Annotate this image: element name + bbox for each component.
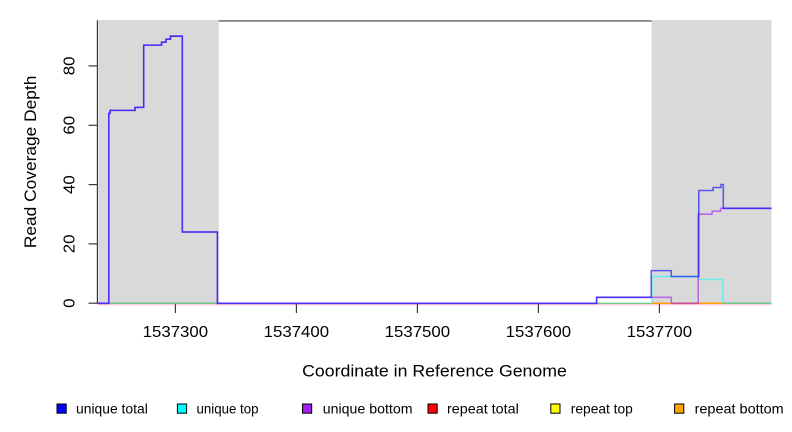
svg-text:20: 20 [62,234,79,253]
svg-text:unique bottom: unique bottom [323,401,413,417]
svg-text:repeat total: repeat total [447,401,519,417]
svg-text:1537600: 1537600 [506,324,572,341]
svg-text:unique total: unique total [76,401,148,417]
svg-text:repeat top: repeat top [571,401,633,417]
svg-text:40: 40 [62,175,79,194]
svg-text:Coordinate in Reference Genome: Coordinate in Reference Genome [302,361,567,380]
svg-text:80: 80 [62,56,79,75]
svg-text:0: 0 [62,298,79,308]
svg-text:1537300: 1537300 [143,324,209,341]
svg-text:unique top: unique top [197,401,259,417]
svg-text:repeat bottom: repeat bottom [695,401,784,417]
svg-text:1537400: 1537400 [264,324,330,341]
svg-text:1537700: 1537700 [627,324,693,341]
svg-text:Read Coverage Depth: Read Coverage Depth [21,76,40,249]
svg-text:1537500: 1537500 [385,324,451,341]
svg-text:60: 60 [62,116,79,135]
